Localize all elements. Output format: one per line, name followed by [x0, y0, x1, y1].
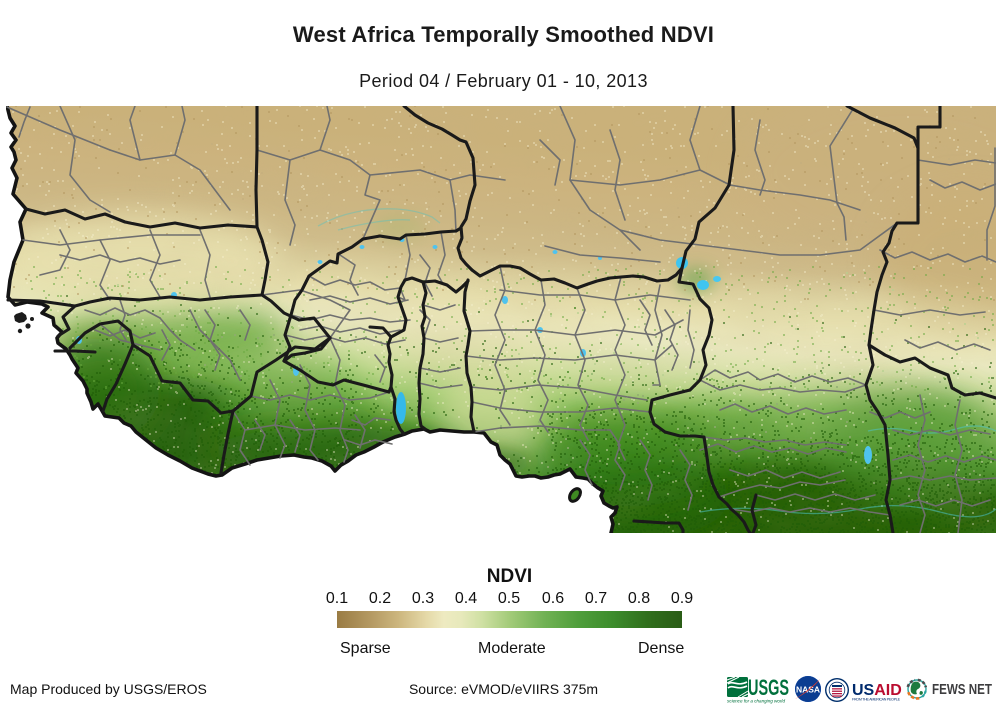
svg-text:USAID: USAID: [852, 682, 902, 699]
svg-text:NASA: NASA: [796, 685, 820, 695]
svg-text:FROM THE AMERICAN PEOPLE: FROM THE AMERICAN PEOPLE: [852, 698, 901, 702]
svg-text:USGS: USGS: [748, 675, 789, 700]
svg-text:science for a changing world: science for a changing world: [727, 699, 785, 704]
svg-text:FEWS NET: FEWS NET: [932, 681, 992, 698]
